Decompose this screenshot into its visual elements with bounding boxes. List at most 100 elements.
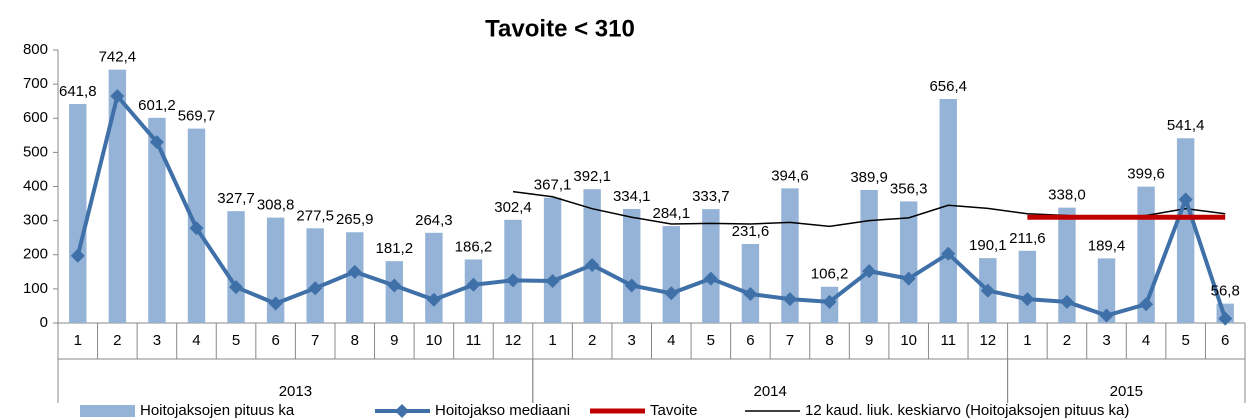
x-tick-label: 11 <box>466 332 482 349</box>
bar <box>266 217 285 323</box>
bar <box>543 197 562 323</box>
y-tick-label: 500 <box>23 143 48 160</box>
y-tick-label: 600 <box>23 109 48 126</box>
y-tick-label: 200 <box>23 246 48 263</box>
group-label: 2014 <box>754 383 787 400</box>
x-tick-label: 6 <box>746 332 754 349</box>
x-tick-label: 6 <box>271 332 279 349</box>
bar <box>583 189 601 323</box>
bar <box>623 208 641 323</box>
data-label: 265,9 <box>336 211 374 228</box>
median-marker <box>664 286 679 301</box>
data-label: 334,1 <box>613 188 651 205</box>
data-label: 190,1 <box>969 237 1007 254</box>
median-marker <box>426 292 441 307</box>
median-marker <box>1059 294 1074 309</box>
data-label: 189,4 <box>1088 237 1126 254</box>
x-tick-label: 2 <box>588 332 596 349</box>
data-label: 569,7 <box>178 108 216 125</box>
x-tick-label: 1 <box>1023 332 1031 349</box>
median-marker <box>308 281 323 296</box>
x-tick-label: 1 <box>74 332 82 349</box>
x-tick-label: 11 <box>940 332 956 349</box>
x-tick-label: 10 <box>426 332 443 349</box>
data-label: 392,1 <box>573 168 611 185</box>
median-marker <box>189 221 204 236</box>
chart-title: Tavoite < 310 <box>485 15 635 42</box>
x-tick-label: 9 <box>390 332 398 349</box>
median-marker <box>506 273 521 288</box>
bar <box>860 189 878 323</box>
bar <box>702 209 720 323</box>
x-tick-label: 5 <box>707 332 715 349</box>
bar <box>1058 207 1076 323</box>
x-tick-label: 5 <box>232 332 240 349</box>
data-label: 399,6 <box>1127 166 1165 183</box>
data-label: 327,7 <box>217 190 255 207</box>
data-label: 656,4 <box>929 78 967 95</box>
x-tick-label: 12 <box>979 332 996 349</box>
median-marker <box>585 257 600 272</box>
median-marker <box>1218 311 1233 326</box>
x-tick-label: 7 <box>786 332 794 349</box>
median-marker <box>941 246 956 261</box>
x-tick-label: 8 <box>351 332 359 349</box>
legend-swatch <box>80 405 135 417</box>
legend-label: 12 kaud. liuk. keskiarvo (Hoitojaksojen … <box>805 402 1129 419</box>
bar <box>306 228 324 323</box>
median-line <box>75 91 1228 320</box>
bar <box>1018 250 1037 323</box>
data-label: 284,1 <box>653 205 691 222</box>
legend-label: Hoitojakso mediaani <box>435 402 570 419</box>
bar <box>662 226 680 323</box>
data-label: 211,6 <box>1009 230 1045 247</box>
x-tick-label: 2 <box>113 332 121 349</box>
median-marker <box>229 280 244 295</box>
data-label: 367,1 <box>534 177 572 194</box>
data-label: 302,4 <box>494 199 532 216</box>
x-tick-label: 12 <box>505 332 522 349</box>
group-label: 2015 <box>1110 383 1143 400</box>
median-marker <box>862 264 877 279</box>
median-marker <box>347 264 362 279</box>
data-label: 277,5 <box>296 207 334 224</box>
data-label: 338,0 <box>1048 187 1086 204</box>
data-label: 641,8 <box>59 83 97 100</box>
x-tick-label: 8 <box>825 332 833 349</box>
median-marker <box>466 277 481 292</box>
bar <box>741 243 760 323</box>
data-label: 601,2 <box>138 97 176 114</box>
median-marker <box>110 89 125 104</box>
data-label: 56,8 <box>1211 283 1240 300</box>
median-marker <box>980 283 995 298</box>
data-label: 181,2 <box>376 240 414 257</box>
y-tick-label: 400 <box>23 177 48 194</box>
median-marker <box>743 286 758 301</box>
data-label: 541,4 <box>1167 117 1205 134</box>
x-tick-label: 10 <box>900 332 917 349</box>
median-marker <box>70 248 85 263</box>
median-marker <box>624 278 639 293</box>
data-label: 742,4 <box>99 49 137 66</box>
x-tick-label: 9 <box>865 332 873 349</box>
bar <box>425 232 443 323</box>
y-tick-label: 800 <box>23 41 48 58</box>
bar <box>899 201 918 323</box>
median-marker <box>545 274 560 289</box>
data-label: 231,6 <box>732 223 770 240</box>
bar <box>69 103 87 323</box>
data-label: 186,2 <box>455 238 493 255</box>
data-label: 389,9 <box>850 169 888 186</box>
bar <box>108 69 127 323</box>
x-tick-label: 2 <box>1063 332 1071 349</box>
data-label: 394,6 <box>771 167 809 184</box>
data-label: 106,2 <box>811 266 849 283</box>
x-tick-label: 3 <box>1102 332 1110 349</box>
median-marker <box>1099 308 1114 323</box>
x-tick-label: 5 <box>1181 332 1189 349</box>
bar <box>148 117 166 323</box>
median-marker <box>901 271 916 286</box>
legend-label: Hoitojaksojen pituus ka <box>140 402 295 419</box>
group-label: 2013 <box>279 383 312 400</box>
